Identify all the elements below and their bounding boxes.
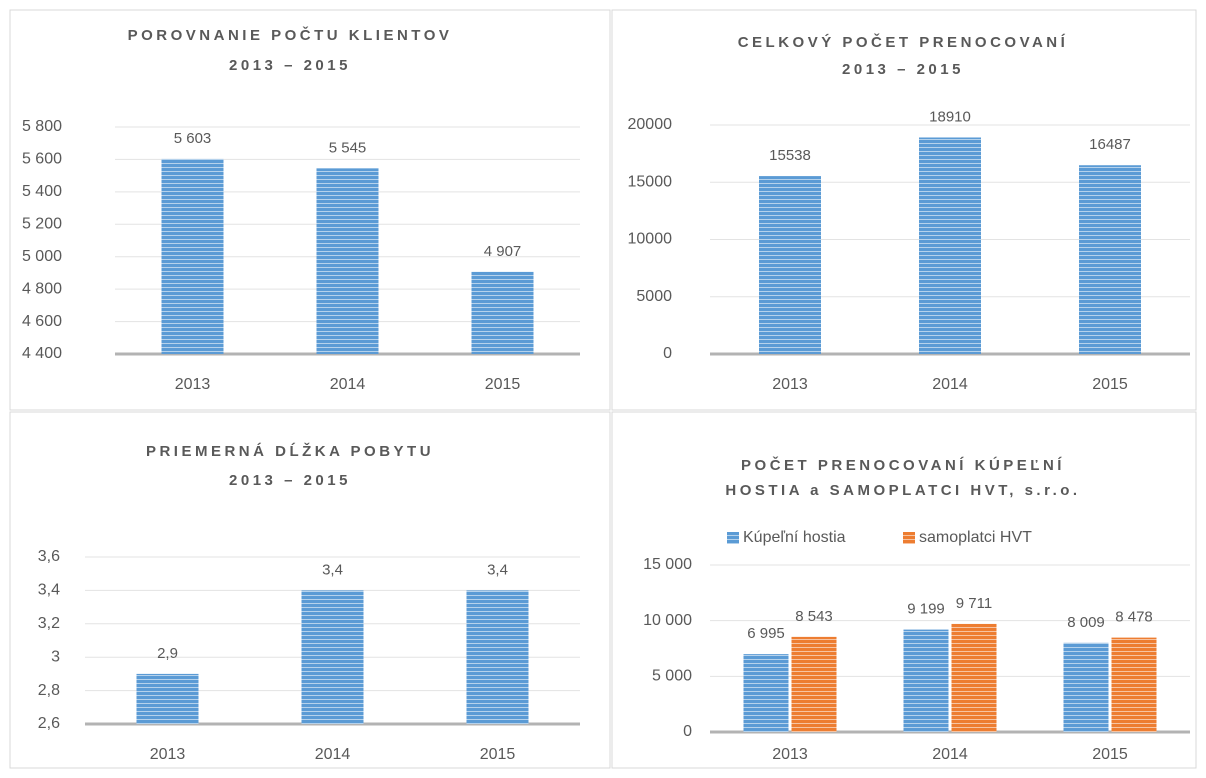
data-label: 8 009 <box>1067 614 1105 631</box>
y-tick-label: 3,4 <box>38 582 60 599</box>
data-label: 15538 <box>769 147 811 164</box>
data-label: 3,4 <box>487 561 508 578</box>
x-tick-label: 2013 <box>150 746 186 763</box>
y-tick-label: 3,6 <box>38 548 60 565</box>
y-tick-label: 5 000 <box>652 668 692 685</box>
bar <box>136 673 199 724</box>
y-tick-label: 3,2 <box>38 615 60 632</box>
x-tick-label: 2014 <box>932 746 968 763</box>
data-label: 9 711 <box>956 595 992 612</box>
legend-swatch <box>727 532 739 544</box>
panel <box>9 9 611 411</box>
x-tick-label: 2014 <box>315 746 351 763</box>
legend-label: Kúpeľní hostia <box>743 529 846 546</box>
bar <box>471 271 534 354</box>
x-tick-label: 2015 <box>485 376 521 393</box>
bar <box>1111 637 1157 732</box>
chart-title: 2013 – 2015 <box>229 472 351 489</box>
x-tick-label: 2013 <box>772 746 808 763</box>
x-tick-label: 2013 <box>175 376 211 393</box>
y-tick-label: 3 <box>51 648 60 665</box>
y-tick-label: 10000 <box>628 231 673 248</box>
y-tick-label: 2,8 <box>38 682 60 699</box>
y-tick-label: 5 400 <box>22 183 62 200</box>
x-tick-label: 2015 <box>1092 376 1128 393</box>
chart-title: PRIEMERNÁ DĹŽKA POBYTU <box>146 442 434 460</box>
bar <box>951 623 997 732</box>
y-tick-label: 4 800 <box>22 280 62 297</box>
bar <box>301 590 364 724</box>
x-tick-label: 2014 <box>932 376 968 393</box>
legend-label: samoplatci HVT <box>919 529 1032 546</box>
panel <box>9 411 611 769</box>
y-tick-label: 5 000 <box>22 248 62 265</box>
chart-title: 2013 – 2015 <box>842 61 964 78</box>
data-label: 3,4 <box>322 561 343 578</box>
y-tick-label: 4 400 <box>22 345 62 362</box>
bar <box>743 654 789 732</box>
chart-title: POROVNANIE POČTU KLIENTOV <box>128 26 453 44</box>
bar <box>919 137 981 354</box>
data-label: 8 543 <box>795 608 833 625</box>
data-label: 2,9 <box>157 645 178 662</box>
data-label: 5 545 <box>329 139 367 156</box>
bar <box>316 168 379 354</box>
bar <box>791 636 837 732</box>
data-label: 16487 <box>1089 136 1131 153</box>
chart-title: POČET PRENOCOVANÍ KÚPEĽNÍ <box>741 456 1065 474</box>
chart-title: CELKOVÝ POČET PRENOCOVANÍ <box>738 33 1069 51</box>
y-tick-label: 20000 <box>628 116 673 133</box>
data-label: 8 478 <box>1115 609 1153 626</box>
y-tick-label: 5 200 <box>22 216 62 233</box>
chart-title: HOSTIA a SAMOPLATCI HVT, s.r.o. <box>725 482 1080 499</box>
y-tick-label: 10 000 <box>643 612 692 629</box>
panel <box>611 411 1197 769</box>
x-tick-label: 2014 <box>330 376 366 393</box>
bar <box>1063 642 1109 732</box>
y-tick-label: 5 800 <box>22 118 62 135</box>
bar <box>161 158 224 354</box>
chart-title: 2013 – 2015 <box>229 57 351 74</box>
x-tick-label: 2013 <box>772 376 808 393</box>
data-label: 5 603 <box>174 130 212 147</box>
panel <box>611 9 1197 411</box>
bar <box>1079 165 1141 354</box>
y-tick-label: 15 000 <box>643 556 692 573</box>
data-label: 4 907 <box>484 243 522 260</box>
y-tick-label: 5000 <box>636 288 672 305</box>
legend-swatch <box>903 532 915 544</box>
y-tick-label: 5 600 <box>22 151 62 168</box>
y-tick-label: 15000 <box>628 173 673 190</box>
y-tick-label: 0 <box>663 345 672 362</box>
data-label: 6 995 <box>747 625 785 642</box>
bar <box>466 590 529 724</box>
x-tick-label: 2015 <box>1092 746 1128 763</box>
x-tick-label: 2015 <box>480 746 516 763</box>
y-tick-label: 2,6 <box>38 715 60 732</box>
data-label: 9 199 <box>907 601 945 618</box>
bar <box>903 629 949 732</box>
bar <box>759 176 821 354</box>
y-tick-label: 0 <box>683 723 692 740</box>
data-label: 18910 <box>929 108 971 125</box>
y-tick-label: 4 600 <box>22 313 62 330</box>
